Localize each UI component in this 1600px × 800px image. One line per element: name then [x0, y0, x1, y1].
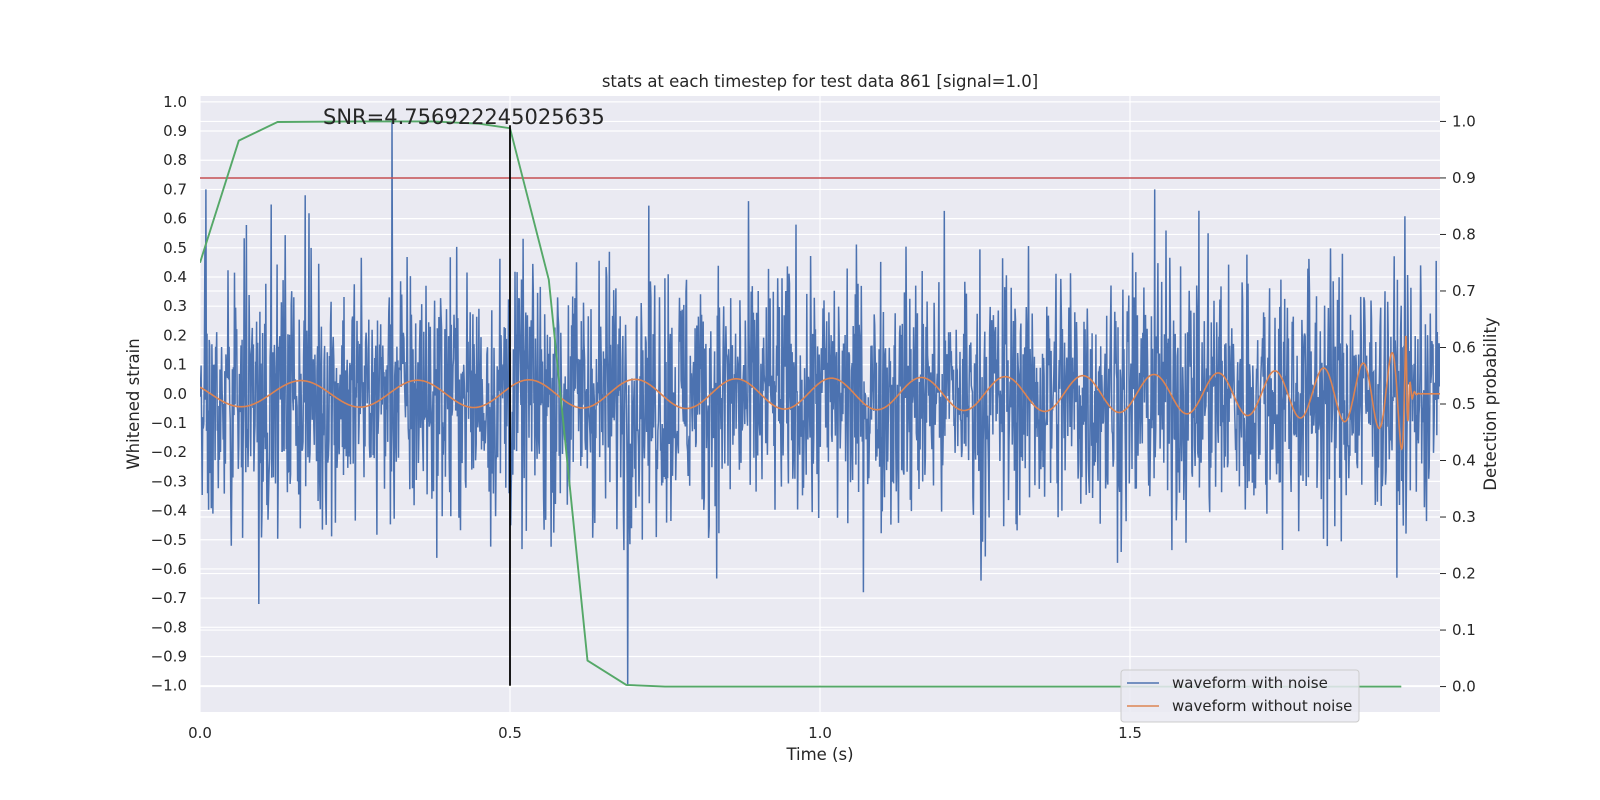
- y-left-tick-label-1: 0.9: [163, 122, 187, 140]
- y-left-tick-label-11: −0.1: [151, 414, 187, 432]
- x-tick-label-1: 0.5: [498, 724, 522, 742]
- y-left-tick-label-17: −0.7: [151, 589, 187, 607]
- y-right-tick-label-2: 0.8: [1452, 225, 1476, 243]
- detection-probability-line: [200, 120, 1402, 688]
- x-tick-label-2: 1.0: [808, 724, 832, 742]
- y-left-tick-label-3: 0.7: [163, 180, 187, 198]
- y-right-tick-label-10: 0.0: [1452, 678, 1476, 696]
- y-right-tick-label-1: 0.9: [1452, 169, 1476, 187]
- y-left-tick-label-4: 0.6: [163, 210, 187, 228]
- y-left-tick-label-16: −0.6: [151, 560, 187, 578]
- y-left-tick-label-14: −0.4: [151, 502, 187, 520]
- y-left-tick-label-9: 0.1: [163, 356, 187, 374]
- y-right-tick-label-8: 0.2: [1452, 565, 1476, 583]
- y-right-tick-label-9: 0.1: [1452, 621, 1476, 639]
- y-left-tick-label-12: −0.2: [151, 443, 187, 461]
- legend: waveform with noise waveform without noi…: [1120, 669, 1360, 723]
- y-right-tick-label-0: 1.0: [1452, 112, 1476, 130]
- y-left-tick-label-10: 0.0: [163, 385, 187, 403]
- y-left-tick-label-6: 0.4: [163, 268, 187, 286]
- y-right-tick-label-7: 0.3: [1452, 508, 1476, 526]
- y-left-tick-label-8: 0.2: [163, 326, 187, 344]
- y-left-ticks: 1.0 0.9 0.8 0.7 0.6 0.5 0.4 0.3 0.2 0.1 0.0 −0.1 −0.…: [151, 93, 187, 695]
- x-ticks: 0.0 0.5 1.0 1.5: [188, 724, 1142, 742]
- x-axis-label: Time (s): [785, 745, 853, 764]
- legend-box: [1120, 669, 1360, 723]
- y-right-tick-label-4: 0.6: [1452, 338, 1476, 356]
- y-right-tick-label-3: 0.7: [1452, 282, 1476, 300]
- y-left-tick-label-7: 0.3: [163, 297, 187, 315]
- chart-title: stats at each timestep for test data 861…: [602, 72, 1038, 91]
- waveform-without-noise-line: [200, 335, 1440, 451]
- y-left-tick-label-19: −0.9: [151, 648, 187, 666]
- y-left-tick-label-20: −1.0: [151, 677, 187, 695]
- legend-label-noisy: waveform with noise: [1172, 674, 1328, 692]
- y-right-axis-label: Detection probability: [1481, 317, 1500, 491]
- y-right-ticks: 1.0 0.9 0.8 0.7 0.6 0.5 0.4 0.3 0.2 0.1 0.0: [1440, 112, 1476, 696]
- y-left-tick-label-0: 1.0: [163, 93, 187, 111]
- y-left-axis-label: Whitened strain: [124, 338, 143, 469]
- y-left-tick-label-15: −0.5: [151, 531, 187, 549]
- legend-label-clean: waveform without noise: [1172, 697, 1352, 715]
- x-tick-label-0: 0.0: [188, 724, 212, 742]
- y-left-tick-label-13: −0.3: [151, 472, 187, 490]
- y-right-tick-label-5: 0.5: [1452, 395, 1476, 413]
- snr-annotation: SNR=4.756922245025635: [323, 105, 605, 129]
- y-right-tick-label-6: 0.4: [1452, 452, 1476, 470]
- y-left-tick-label-5: 0.5: [163, 239, 187, 257]
- x-tick-label-3: 1.5: [1118, 724, 1142, 742]
- waveform-with-noise-line: [200, 119, 1440, 686]
- y-left-tick-label-18: −0.8: [151, 618, 187, 636]
- y-left-tick-label-2: 0.8: [163, 151, 187, 169]
- plot-lines: [200, 119, 1440, 688]
